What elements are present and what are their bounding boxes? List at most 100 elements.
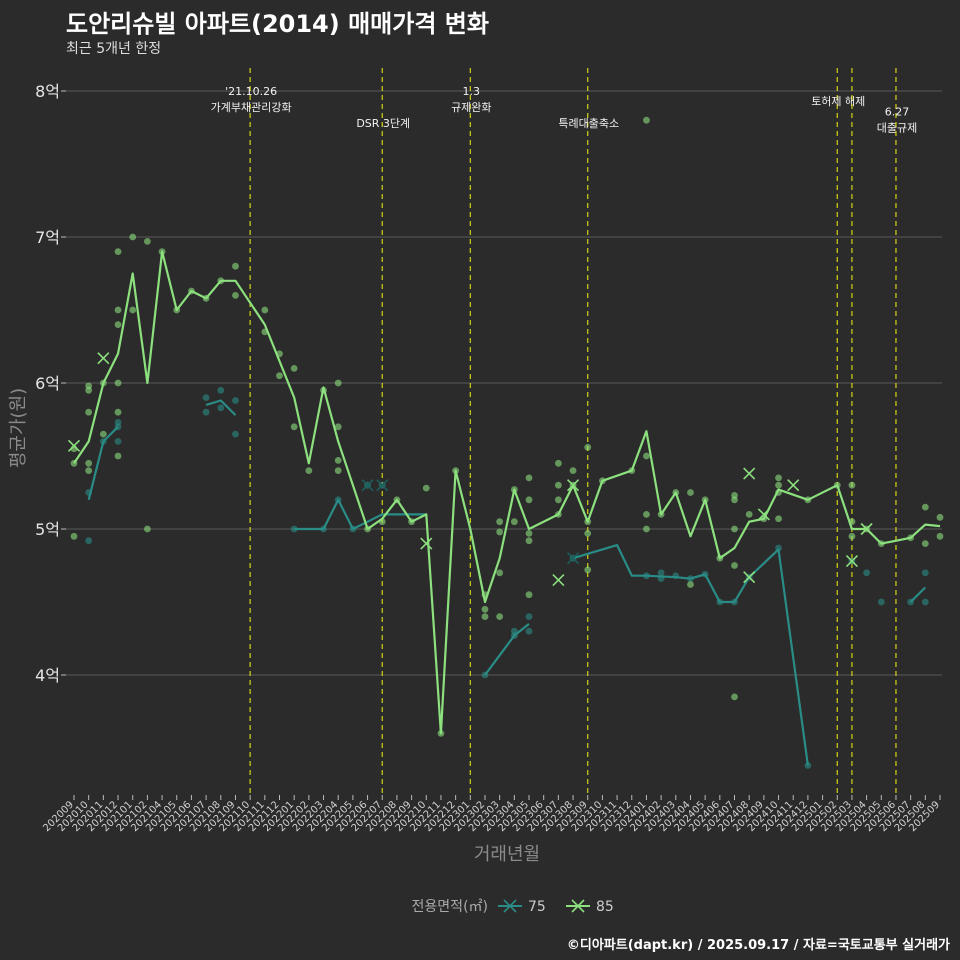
data-point-85	[848, 532, 856, 540]
cross-marker-75	[566, 552, 580, 565]
data-point-85	[584, 566, 592, 574]
data-point-85	[85, 459, 93, 467]
data-point-85	[921, 540, 929, 547]
legend-key-85	[566, 899, 590, 913]
data-point-85	[921, 503, 929, 511]
data-point-85	[114, 248, 122, 256]
cross-stroke	[552, 574, 565, 587]
cross-marker-85	[566, 479, 580, 492]
data-point-85	[85, 382, 93, 390]
data-point-85	[305, 467, 313, 474]
cross-stroke	[420, 537, 433, 550]
data-point-85	[687, 581, 694, 588]
cross-marker-85	[67, 439, 81, 452]
cross-stroke	[860, 522, 873, 536]
cross-marker-85	[757, 508, 770, 521]
data-point-85	[643, 525, 650, 533]
y-tick-label: 8억	[35, 82, 60, 101]
data-point-85	[422, 484, 430, 492]
series-75-line	[484, 623, 530, 676]
cross-marker-85	[845, 555, 858, 568]
data-point-75	[114, 419, 122, 426]
data-point-85	[584, 529, 592, 537]
data-point-85	[85, 408, 93, 416]
data-point-85	[334, 423, 342, 431]
data-point-85	[731, 693, 738, 701]
legend-label-85: 85	[596, 899, 614, 915]
data-point-85	[554, 459, 562, 467]
data-point-85	[481, 605, 489, 613]
data-point-85	[554, 481, 562, 489]
data-point-75	[290, 525, 298, 533]
policy-event-label: 6.27	[885, 105, 910, 118]
data-point-85	[114, 306, 122, 314]
cross-stroke	[97, 352, 110, 365]
data-point-85	[290, 365, 298, 372]
data-point-85	[129, 233, 137, 241]
data-point-75	[217, 386, 225, 394]
data-point-85	[232, 292, 239, 299]
data-point-85	[731, 562, 738, 569]
data-point-85	[584, 443, 592, 451]
cross-marker-85	[97, 352, 110, 365]
legend-key-cross	[503, 899, 517, 913]
data-point-85	[643, 452, 650, 460]
data-point-75	[921, 598, 929, 606]
data-point-75	[232, 397, 239, 404]
data-point-85	[114, 408, 122, 416]
data-point-85	[70, 532, 78, 540]
cross-stroke	[743, 571, 756, 584]
source-caption: ©디아파트(dapt.kr) / 2025.09.17 / 자료=국토교통부 실…	[566, 938, 950, 953]
data-point-85	[525, 474, 533, 482]
legend-key-cross	[571, 899, 585, 913]
cross-marker-75	[361, 479, 374, 492]
data-point-85	[775, 481, 782, 489]
data-point-75	[85, 537, 93, 545]
data-point-75	[657, 569, 665, 577]
legend-label-75: 75	[528, 899, 546, 915]
data-point-85	[496, 518, 504, 526]
data-point-85	[276, 372, 283, 380]
data-point-85	[114, 452, 122, 460]
data-point-85	[745, 511, 753, 518]
cross-marker-85	[552, 574, 565, 587]
y-tick-label: 5억	[35, 520, 60, 539]
data-point-85	[848, 481, 856, 489]
policy-event-label: 특례대출축소	[558, 117, 619, 130]
y-tick-label: 7억	[35, 228, 60, 247]
data-point-75	[202, 408, 210, 416]
policy-event-label: 토허제 해제	[811, 94, 865, 108]
policy-event-label: DSR 3단계	[356, 117, 410, 130]
chart-subtitle: 최근 5개년 한정	[66, 41, 162, 57]
x-axis-title: 거래년월	[474, 844, 540, 865]
data-point-75	[232, 430, 239, 438]
data-point-85	[334, 467, 342, 474]
data-point-85	[114, 321, 122, 328]
data-point-85	[643, 116, 650, 124]
data-point-85	[510, 518, 518, 526]
policy-event-label: 대출규제	[877, 121, 917, 134]
data-point-75	[525, 627, 533, 635]
cross-stroke	[361, 479, 374, 492]
data-point-85	[99, 430, 107, 438]
data-point-85	[731, 496, 738, 504]
policy-event-label: 규제완화	[451, 101, 491, 114]
data-point-85	[334, 379, 342, 387]
series-75-line	[205, 399, 237, 416]
policy-event-label: 1.3	[463, 85, 481, 98]
cross-stroke	[757, 508, 770, 521]
data-point-85	[687, 489, 694, 496]
cross-stroke	[743, 467, 756, 480]
data-point-85	[525, 537, 533, 545]
legend-title: 전용면적(㎡)	[412, 899, 488, 915]
data-point-85	[936, 513, 944, 521]
data-point-85	[143, 525, 151, 533]
data-point-85	[496, 528, 504, 536]
cross-marker-85	[743, 467, 756, 480]
cross-marker-85	[787, 479, 800, 492]
policy-event-label: 가계부채관리강화	[211, 101, 292, 114]
series-85-line	[73, 250, 941, 735]
data-point-75	[114, 438, 122, 445]
series-75-line	[909, 586, 927, 603]
